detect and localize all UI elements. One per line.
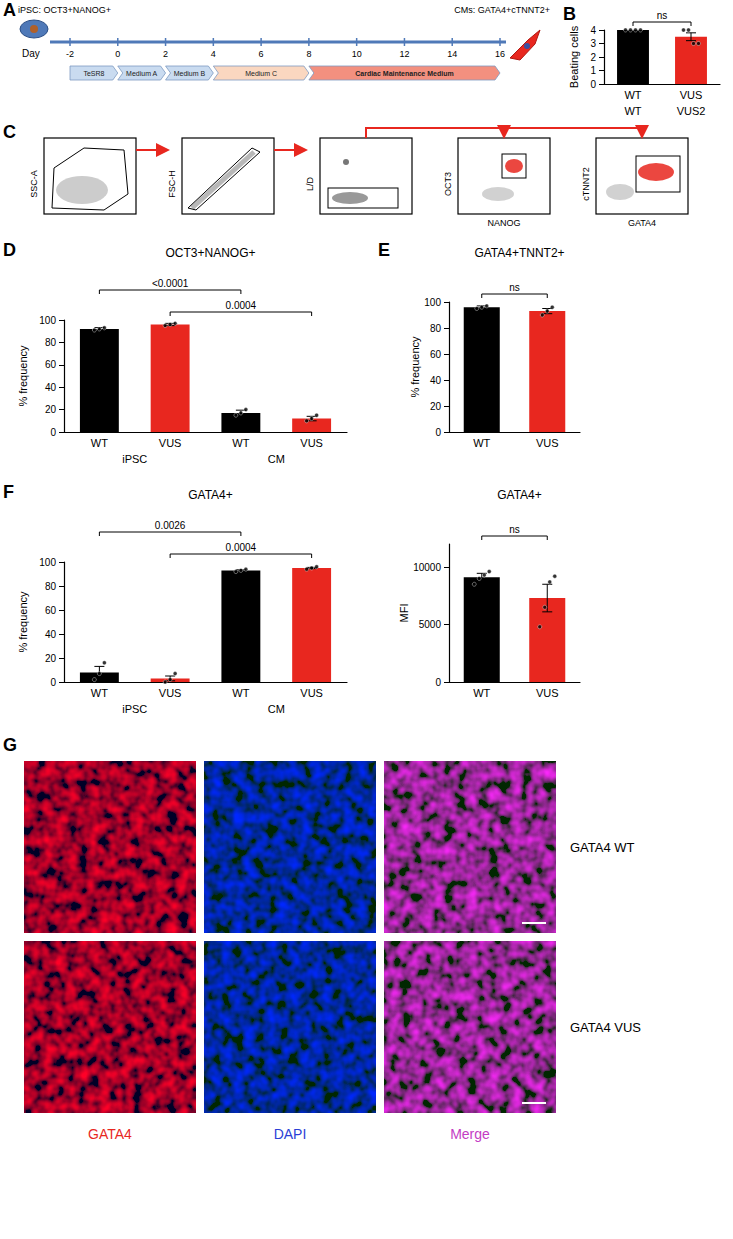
svg-text:0: 0 <box>115 49 120 59</box>
html-text:F: F <box>3 482 14 502</box>
svg-text:WT: WT <box>624 89 641 101</box>
svg-text:0.0004: 0.0004 <box>226 542 257 553</box>
svg-text:5000: 5000 <box>419 619 442 630</box>
svg-text:VUS: VUS <box>159 437 182 449</box>
svg-text:40: 40 <box>45 629 57 640</box>
svg-text:iPSC: iPSC <box>122 453 147 465</box>
svg-text:10000: 10000 <box>413 562 441 573</box>
svg-text:VUS2: VUS2 <box>677 105 706 117</box>
svg-text:14: 14 <box>447 49 457 59</box>
svg-text:VUS: VUS <box>536 437 559 449</box>
html-text:E: E <box>378 240 390 260</box>
svg-text:GATA4+: GATA4+ <box>497 488 542 502</box>
svg-text:Merge: Merge <box>450 1126 490 1142</box>
svg-text:CMs: GATA4+cTNNT2+: CMs: GATA4+cTNNT2+ <box>454 5 550 15</box>
svg-text:Medium B: Medium B <box>174 70 206 77</box>
svg-text:WT: WT <box>232 437 249 449</box>
html-text:A: A <box>3 0 16 20</box>
svg-text:Cardiac Maintenance Medium: Cardiac Maintenance Medium <box>355 70 453 77</box>
svg-text:60: 60 <box>430 349 442 360</box>
svg-text:10: 10 <box>352 49 362 59</box>
svg-text:SSC-A: SSC-A <box>29 170 39 198</box>
svg-text:% frequency: % frequency <box>17 345 29 407</box>
svg-text:4: 4 <box>590 25 596 36</box>
svg-text:CM: CM <box>268 703 285 715</box>
svg-text:VUS: VUS <box>159 687 182 699</box>
svg-text:WT: WT <box>473 437 490 449</box>
svg-text:0: 0 <box>50 427 56 438</box>
html-text:C: C <box>3 122 16 142</box>
svg-text:0: 0 <box>590 79 596 90</box>
svg-text:GATA4: GATA4 <box>88 1126 132 1142</box>
svg-text:3: 3 <box>590 38 596 49</box>
svg-text:iPSC: iPSC <box>122 703 147 715</box>
html-text:G: G <box>3 735 17 755</box>
svg-text:1: 1 <box>590 65 596 76</box>
svg-text:cTNNT2: cTNNT2 <box>581 167 591 201</box>
svg-text:GATA4 VUS: GATA4 VUS <box>570 1020 641 1035</box>
html-text:B: B <box>563 4 576 24</box>
svg-text:OCT3+NANOG+: OCT3+NANOG+ <box>165 246 255 260</box>
svg-text:WT: WT <box>91 687 108 699</box>
svg-text:NANOG: NANOG <box>487 218 520 228</box>
svg-text:20: 20 <box>430 401 442 412</box>
svg-text:0.0026: 0.0026 <box>155 520 186 531</box>
svg-text:100: 100 <box>39 557 56 568</box>
svg-text:16: 16 <box>495 49 505 59</box>
svg-text:FSC-H: FSC-H <box>167 170 177 198</box>
svg-text:20: 20 <box>45 404 57 415</box>
svg-text:GATA4+: GATA4+ <box>188 488 233 502</box>
svg-text:TeSR8: TeSR8 <box>83 70 104 77</box>
svg-text:VUS: VUS <box>680 89 703 101</box>
svg-text:Day: Day <box>22 48 40 59</box>
svg-text:0: 0 <box>435 427 441 438</box>
svg-text:% frequency: % frequency <box>409 336 421 398</box>
svg-text:VUS: VUS <box>300 437 323 449</box>
svg-text:40: 40 <box>430 375 442 386</box>
svg-text:8: 8 <box>306 49 311 59</box>
svg-text:DAPI: DAPI <box>274 1126 307 1142</box>
svg-text:ns: ns <box>509 282 520 293</box>
svg-text:20: 20 <box>45 653 57 664</box>
svg-text:80: 80 <box>430 323 442 334</box>
svg-text:WT: WT <box>91 437 108 449</box>
svg-text:80: 80 <box>45 581 57 592</box>
svg-text:60: 60 <box>45 605 57 616</box>
svg-text:Medium C: Medium C <box>245 70 277 77</box>
svg-text:% frequency: % frequency <box>17 591 29 653</box>
svg-text:VUS: VUS <box>300 687 323 699</box>
svg-text:Medium A: Medium A <box>126 70 157 77</box>
svg-text:WT: WT <box>624 105 641 117</box>
svg-text:40: 40 <box>45 382 57 393</box>
svg-text:<0.0001: <0.0001 <box>152 278 189 289</box>
svg-text:ns: ns <box>509 524 520 535</box>
svg-text:2: 2 <box>590 52 596 63</box>
svg-text:100: 100 <box>39 315 56 326</box>
svg-text:GATA4: GATA4 <box>628 218 656 228</box>
svg-text:VUS: VUS <box>536 687 559 699</box>
svg-text:60: 60 <box>45 359 57 370</box>
svg-text:100: 100 <box>424 297 441 308</box>
svg-text:WT: WT <box>232 687 249 699</box>
svg-text:ns: ns <box>657 10 668 21</box>
svg-text:iPSC: OCT3+NANOG+: iPSC: OCT3+NANOG+ <box>18 5 111 15</box>
svg-text:0: 0 <box>50 677 56 688</box>
svg-text:0: 0 <box>435 677 441 688</box>
svg-text:OCT3: OCT3 <box>443 172 453 196</box>
svg-text:12: 12 <box>399 49 409 59</box>
svg-text:CM: CM <box>268 453 285 465</box>
html-text:D: D <box>3 240 16 260</box>
svg-text:80: 80 <box>45 337 57 348</box>
svg-text:4: 4 <box>211 49 216 59</box>
svg-text:L/D: L/D <box>305 177 315 192</box>
svg-text:0.0004: 0.0004 <box>226 300 257 311</box>
svg-text:6: 6 <box>259 49 264 59</box>
svg-text:WT: WT <box>473 687 490 699</box>
svg-text:Beating cells: Beating cells <box>568 25 580 88</box>
svg-text:-2: -2 <box>66 49 74 59</box>
svg-text:GATA4+TNNT2+: GATA4+TNNT2+ <box>474 246 564 260</box>
svg-text:MFI: MFI <box>398 604 410 623</box>
svg-text:2: 2 <box>163 49 168 59</box>
svg-text:GATA4 WT: GATA4 WT <box>570 840 635 855</box>
